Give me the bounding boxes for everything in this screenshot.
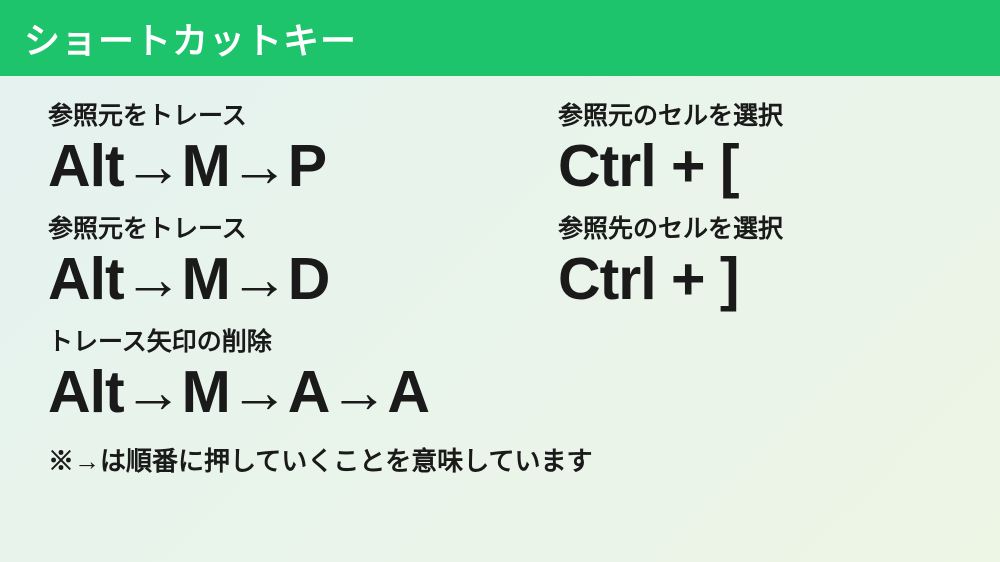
shortcut-label: 参照元をトレース [48,209,558,245]
shortcut-label: 参照元のセルを選択 [558,96,952,132]
shortcut-cell-1-left: 参照元をトレース Alt→M→P [48,96,558,209]
shortcut-row-3: トレース矢印の削除 Alt→M→A→A [48,322,952,435]
header-bar: ショートカットキー [0,0,1000,76]
content-area: 参照元をトレース Alt→M→P 参照元のセルを選択 Ctrl + [ 参照元を… [0,76,1000,478]
shortcut-keys: Alt→M→A→A [48,360,558,425]
shortcut-row-1: 参照元をトレース Alt→M→P 参照元のセルを選択 Ctrl + [ [48,96,952,209]
shortcut-cell-2-left: 参照元をトレース Alt→M→D [48,209,558,322]
shortcut-keys: Ctrl + ] [558,247,952,312]
shortcut-label: 参照先のセルを選択 [558,209,952,245]
shortcut-keys: Alt→M→P [48,134,558,199]
shortcut-label: トレース矢印の削除 [48,322,558,358]
shortcut-keys: Ctrl + [ [558,134,952,199]
shortcut-cell-1-right: 参照元のセルを選択 Ctrl + [ [558,96,952,209]
shortcut-row-2: 参照元をトレース Alt→M→D 参照先のセルを選択 Ctrl + ] [48,209,952,322]
shortcut-cell-3-left: トレース矢印の削除 Alt→M→A→A [48,322,558,435]
shortcut-cell-2-right: 参照先のセルを選択 Ctrl + ] [558,209,952,322]
footnote: ※→は順番に押していくことを意味しています [48,441,952,478]
header-title: ショートカットキー [24,20,357,61]
shortcut-keys: Alt→M→D [48,247,558,312]
shortcut-label: 参照元をトレース [48,96,558,132]
